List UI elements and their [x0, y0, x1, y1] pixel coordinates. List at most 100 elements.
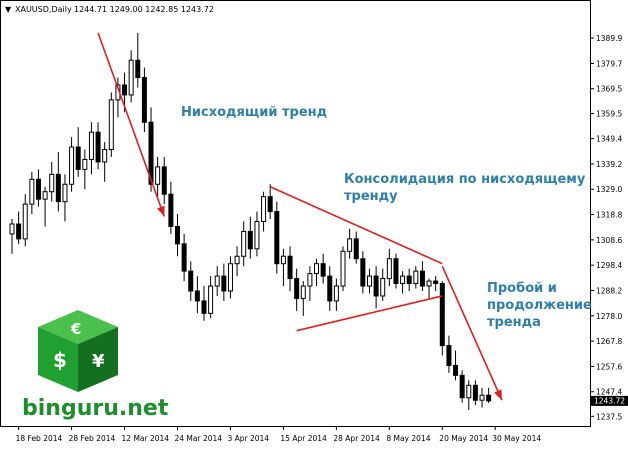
candle-body-bull — [333, 285, 339, 302]
annotation-consolidation-line1: Консолидация по нисходящему — [344, 172, 586, 187]
y-axis-ticks: 1389.9 1379.7 1369.5 1359.5 1349.4 1339.2 1329… — [591, 34, 622, 421]
candle-body-bull — [307, 273, 313, 287]
candle-body-bull — [426, 280, 432, 287]
candle-body-bull — [155, 166, 161, 185]
candle-body-bear — [267, 196, 273, 213]
candle-body-bull — [261, 196, 267, 222]
candle-body-bear — [188, 270, 194, 292]
y-tick-label: 1247.4 — [596, 388, 622, 397]
y-tick-label: 1339.2 — [596, 160, 622, 169]
logo-cube-right — [78, 327, 118, 392]
candle-body-bull — [347, 238, 353, 252]
candle-body-bear — [194, 290, 200, 302]
candle-body-bull — [466, 384, 472, 399]
breakout-arrow-head — [494, 389, 502, 401]
candle-body-bull — [108, 99, 114, 151]
current-price-label-bg — [591, 395, 628, 406]
downtrend-arrow-head — [157, 205, 165, 217]
x-tick-label: 20 May 2014 — [439, 434, 488, 443]
candle-body-bear — [161, 166, 167, 195]
candle-body-bear — [75, 146, 81, 170]
candle-body-bear — [439, 283, 445, 347]
header-ohlc: 1244.71 1249.00 1242.85 1243.72 — [74, 5, 214, 14]
header-symbol: XAUUSD,Daily — [15, 5, 72, 14]
y-tick-label: 1298.4 — [596, 261, 622, 270]
annotation-downtrend: Нисходящий тренд — [181, 105, 327, 120]
y-tick-label: 1288.2 — [596, 286, 622, 295]
candle-body-bull — [102, 149, 108, 163]
logo-cube-left — [38, 327, 78, 392]
candle-body-bear — [393, 258, 399, 285]
candle-body-bear — [221, 275, 227, 292]
downtrend-arrow — [97, 32, 166, 217]
candle-body-bear — [459, 374, 465, 399]
annotation-consolidation-line2: тренду — [344, 189, 398, 204]
y-tick-label: 1278.0 — [596, 312, 622, 321]
candle-body-bull — [314, 263, 320, 275]
logo-yen-icon: ¥ — [92, 351, 105, 372]
candle-body-bear — [274, 211, 280, 265]
candle-body-bear — [453, 364, 459, 376]
y-tick-label: 1379.7 — [596, 59, 622, 68]
candle-body-bull — [42, 191, 48, 200]
candle-body-bull — [128, 59, 134, 96]
candle-body-bear — [433, 280, 439, 285]
candle-body-bull — [62, 183, 68, 203]
annotation-breakout-line1: Пробой и — [487, 281, 557, 296]
x-tick-label: 15 Apr 2014 — [280, 434, 327, 443]
candle-body-bear — [201, 300, 207, 314]
y-tick-label: 1389.9 — [596, 34, 622, 43]
candle-body-bull — [214, 275, 220, 287]
candle-body-bear — [373, 275, 379, 297]
candle-body-bull — [22, 203, 28, 240]
candle-body-bear — [135, 59, 141, 79]
current-price-label-text: 1243.72 — [594, 396, 625, 405]
x-tick-label: 3 Apr 2014 — [227, 434, 269, 443]
candle-body-bear — [360, 258, 366, 287]
candle-body-bear — [175, 225, 180, 245]
candle-body-bull — [380, 278, 386, 297]
candle-body-bull — [340, 250, 346, 287]
candle-body-bull — [234, 255, 240, 265]
annotation-breakout-line2: продолжение — [487, 298, 592, 313]
x-tick-label: 8 May 2014 — [386, 434, 430, 443]
breakout-arrow — [441, 265, 503, 401]
y-tick-label: 1369.5 — [596, 85, 622, 94]
candle-body-bear — [35, 178, 41, 200]
candle-body-bear — [353, 238, 359, 260]
candle-body-bear — [148, 121, 154, 185]
candle-body-bear — [294, 278, 300, 299]
candle-body-bull — [254, 221, 260, 250]
support-line — [296, 295, 443, 332]
candle-body-bull — [386, 258, 392, 280]
logo-dollar-icon: $ — [53, 348, 67, 372]
x-tick-label: 30 May 2014 — [492, 434, 541, 443]
candle-body-bull — [300, 285, 306, 299]
x-tick-label: 24 Mar 2014 — [175, 434, 223, 443]
candlestick-series — [9, 32, 492, 411]
x-tick-label: 28 Apr 2014 — [333, 434, 380, 443]
y-tick-label: 1308.6 — [596, 236, 622, 245]
candle-body-bear — [472, 384, 478, 401]
candle-body-bear — [419, 270, 425, 287]
candle-body-bull — [69, 146, 75, 185]
candle-body-bear — [181, 243, 187, 272]
y-tick-label: 1349.4 — [596, 135, 622, 144]
candle-body-bear — [55, 173, 61, 203]
logo-euro-icon: € — [70, 320, 81, 338]
y-tick-label: 1257.6 — [596, 362, 622, 371]
current-price-label: 1243.72 — [591, 395, 628, 406]
candle-body-bull — [82, 158, 88, 170]
candle-body-bull — [9, 223, 15, 235]
candle-body-bull — [241, 230, 247, 257]
candle-body-bull — [479, 394, 485, 401]
brand-name: binguru.net — [22, 396, 169, 421]
candle-body-bull — [88, 131, 94, 160]
candle-body-bull — [366, 275, 372, 287]
x-tick-label: 28 Feb 2014 — [69, 434, 116, 443]
candle-body-bear — [247, 230, 253, 250]
x-tick-label: 12 Mar 2014 — [122, 434, 170, 443]
candle-body-bear — [406, 275, 412, 285]
candle-body-bear — [141, 77, 147, 123]
